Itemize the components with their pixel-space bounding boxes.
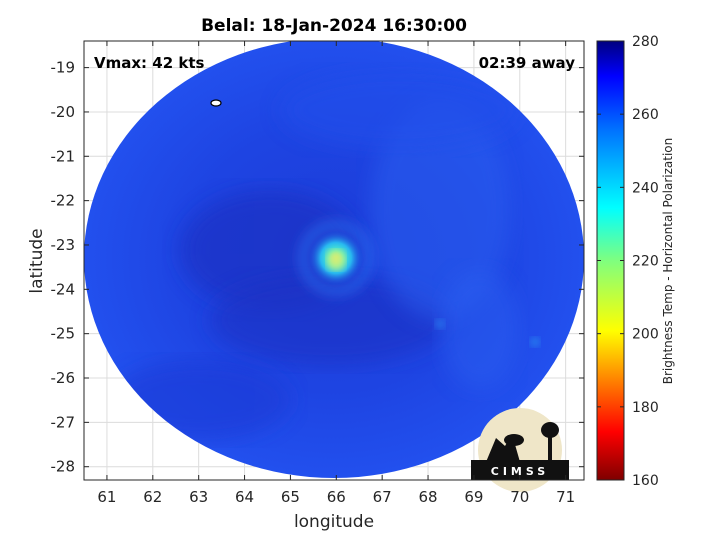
colorbar bbox=[596, 40, 625, 481]
colorbar-tick-label: 280 bbox=[632, 34, 659, 50]
dark-band-south bbox=[210, 275, 450, 365]
x-tick-label: 64 bbox=[235, 488, 254, 506]
x-tick-label: 66 bbox=[327, 488, 346, 506]
small-contour-marker bbox=[210, 99, 222, 107]
y-tick-label: -25 bbox=[51, 325, 76, 343]
colorbar-label: Brightness Temp - Horizontal Polarizatio… bbox=[661, 138, 675, 385]
colorbar-ticks: 280 260 240 220 200 180 160 bbox=[597, 34, 659, 489]
colorbar-tick-label: 180 bbox=[632, 400, 659, 416]
logo-bar bbox=[471, 460, 569, 480]
spiral-band-north bbox=[280, 70, 520, 150]
satellite-swath bbox=[84, 41, 584, 478]
cimss-logo: CIMSS bbox=[471, 408, 569, 492]
colorbar-tick-label: 260 bbox=[632, 107, 659, 123]
band-southeast bbox=[440, 270, 520, 390]
y-tick-label: -24 bbox=[51, 280, 76, 298]
logo-tower-tank bbox=[541, 422, 559, 438]
logo-dish-head bbox=[504, 434, 524, 446]
logo-tower-leg bbox=[548, 436, 552, 462]
colorbar-tick-label: 240 bbox=[632, 180, 659, 196]
x-tick-label: 61 bbox=[97, 488, 116, 506]
y-tick-label: -27 bbox=[51, 413, 76, 431]
storm-center bbox=[327, 250, 345, 270]
y-tick-label: -19 bbox=[51, 59, 76, 77]
x-tick-label: 65 bbox=[281, 488, 300, 506]
spiral-band-east bbox=[370, 100, 510, 320]
x-tick-label: 62 bbox=[143, 488, 162, 506]
y-tick-label: -26 bbox=[51, 369, 76, 387]
logo-text: CIMSS bbox=[491, 465, 549, 478]
convective-cell bbox=[530, 337, 540, 347]
x-tick-label: 67 bbox=[373, 488, 392, 506]
y-tick-label: -23 bbox=[51, 236, 76, 254]
x-tick-label: 63 bbox=[189, 488, 208, 506]
time-away-annotation: 02:39 away bbox=[479, 54, 576, 72]
axes-frame bbox=[83, 40, 585, 481]
vmax-annotation: Vmax: 42 kts bbox=[94, 54, 204, 72]
y-tick-label: -21 bbox=[51, 147, 76, 165]
y-tick-label: -22 bbox=[51, 192, 76, 210]
x-tick-label: 68 bbox=[418, 488, 437, 506]
x-axis-label: longitude bbox=[294, 512, 374, 532]
x-tick-label: 70 bbox=[510, 488, 529, 506]
x-axis-ticks: 61 62 63 64 65 66 67 68 69 70 71 bbox=[97, 41, 575, 506]
colorbar-tick-label: 220 bbox=[632, 254, 659, 270]
y-axis-label: latitude bbox=[27, 228, 47, 293]
x-tick-label: 71 bbox=[556, 488, 575, 506]
plot-title: Belal: 18-Jan-2024 16:30:00 bbox=[201, 16, 467, 36]
x-tick-label: 69 bbox=[464, 488, 483, 506]
colorbar-tick-label: 200 bbox=[632, 327, 659, 343]
y-tick-label: -20 bbox=[51, 103, 76, 121]
y-tick-label: -28 bbox=[51, 458, 76, 476]
convective-cell bbox=[435, 319, 445, 329]
colorbar-tick-label: 160 bbox=[632, 473, 659, 489]
y-axis-ticks: -19 -20 -21 -22 -23 -24 -25 -26 -27 -28 bbox=[51, 59, 584, 476]
